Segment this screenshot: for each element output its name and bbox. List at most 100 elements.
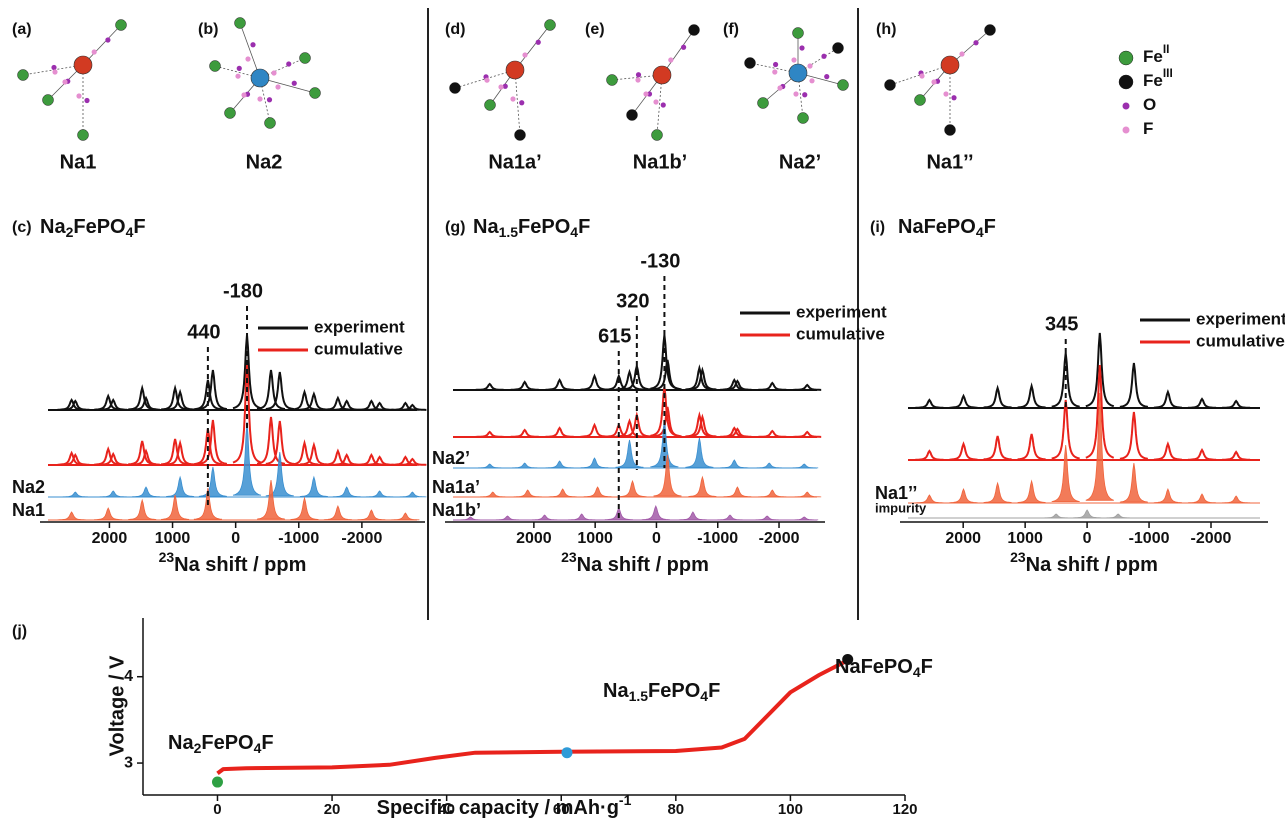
- x-tick-label: -2000: [1191, 530, 1232, 547]
- anion-o: [802, 92, 807, 97]
- anion-f: [241, 92, 246, 97]
- series-label: impurity: [875, 500, 927, 515]
- fe-atom: [945, 125, 956, 136]
- fe-atom: [545, 20, 556, 31]
- x-tick-label: -1000: [278, 530, 319, 547]
- legend-label: FeII: [1143, 42, 1169, 66]
- anion-o: [973, 40, 978, 45]
- legend-label: experiment: [796, 302, 887, 321]
- peak: [758, 490, 786, 497]
- anion-o: [681, 45, 686, 50]
- panel-label: (c): [12, 219, 32, 236]
- x-axis-label: Specific capacity / mAh·g-1: [377, 792, 632, 820]
- anion-o: [237, 66, 242, 71]
- fe-atom: [915, 95, 926, 106]
- x-tick-label: 0: [213, 801, 221, 818]
- peak: [950, 396, 978, 408]
- peak: [511, 463, 539, 468]
- peak: [1104, 514, 1132, 518]
- legend-label: FeIII: [1143, 66, 1173, 90]
- text-part: NaFePO: [835, 656, 913, 678]
- text-part: Fe: [1143, 47, 1163, 66]
- panel-title: Na1.5FePO4F: [473, 216, 590, 239]
- x-tick-label: 0: [652, 530, 661, 547]
- na-atom: [653, 66, 671, 84]
- peak: [58, 512, 86, 520]
- series-label: Na1: [12, 500, 45, 520]
- peak: [915, 400, 943, 408]
- na-atom: [941, 56, 959, 74]
- annotation: 615: [598, 325, 631, 347]
- peak: [1018, 481, 1046, 503]
- text-part: 2: [194, 740, 202, 756]
- anion-f: [793, 91, 798, 96]
- text-part: Na: [40, 216, 66, 238]
- anion-o: [519, 100, 524, 105]
- peak: [233, 422, 261, 495]
- peak: [99, 491, 127, 497]
- anion-f: [62, 79, 67, 84]
- peak: [161, 495, 189, 519]
- text-part: FePO: [518, 216, 570, 238]
- peak: [581, 376, 609, 390]
- legend-marker: [1119, 51, 1133, 65]
- panel-label: (h): [876, 21, 896, 38]
- legend-marker: [1119, 75, 1133, 89]
- peak: [546, 428, 574, 437]
- x-tick-label: -1000: [1129, 530, 1170, 547]
- panel-label: (e): [585, 21, 605, 38]
- anion-o: [799, 45, 804, 50]
- fe-atom: [745, 58, 756, 69]
- series-label: Na1b’: [432, 500, 481, 520]
- peak: [479, 492, 507, 497]
- peak: [581, 458, 609, 468]
- voltage-curve: [218, 660, 848, 773]
- x-tick-label: 120: [892, 801, 917, 818]
- annotation: 320: [616, 290, 649, 312]
- state-label: Na1.5FePO4F: [603, 680, 720, 703]
- peak: [688, 477, 716, 497]
- fe-atom: [300, 53, 311, 64]
- na-atom: [251, 69, 269, 87]
- na-atom: [74, 56, 92, 74]
- peak: [950, 489, 978, 503]
- x-tick-label: -2000: [341, 530, 382, 547]
- peak: [642, 506, 670, 520]
- x-tick-label: -1000: [697, 530, 738, 547]
- anion-o: [636, 72, 641, 77]
- panel-label: (j): [12, 623, 27, 640]
- anion-f: [807, 63, 812, 68]
- site-label: Na1b’: [633, 151, 687, 173]
- panel-label: (g): [445, 219, 465, 236]
- peak: [1154, 392, 1182, 408]
- anion-f: [943, 91, 948, 96]
- x-axis-label: 23Na shift / ppm: [561, 549, 709, 577]
- fe-atom: [689, 25, 700, 36]
- legend-label: F: [1143, 119, 1153, 138]
- state-marker: [212, 777, 223, 788]
- peak: [1188, 399, 1216, 408]
- peak: [1222, 452, 1250, 460]
- peak: [494, 516, 522, 520]
- x-tick-label: 1000: [155, 530, 191, 547]
- na-atom: [789, 64, 807, 82]
- text-part: O: [1143, 95, 1156, 114]
- legend-marker: [1123, 103, 1130, 110]
- anion-o: [821, 54, 826, 59]
- series-label: Na2: [12, 477, 45, 497]
- legend-label: cumulative: [796, 324, 885, 343]
- peak: [654, 455, 682, 496]
- peak: [366, 491, 394, 497]
- text-part: 4: [254, 740, 262, 756]
- x-tick-label: 2000: [516, 530, 552, 547]
- peak: [1188, 494, 1216, 503]
- text-part: FePO: [648, 680, 700, 702]
- text-part: F: [578, 216, 590, 238]
- peak: [1154, 489, 1182, 503]
- fe-atom: [652, 130, 663, 141]
- anion-f: [271, 70, 276, 75]
- text-part: Na shift / ppm: [577, 554, 709, 576]
- peak: [723, 487, 751, 497]
- peak: [549, 489, 577, 497]
- anion-f: [809, 78, 814, 83]
